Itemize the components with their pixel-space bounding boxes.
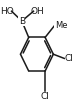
Text: Cl: Cl xyxy=(41,92,50,101)
Text: Cl: Cl xyxy=(65,54,74,63)
Text: OH: OH xyxy=(31,7,44,16)
Text: B: B xyxy=(19,17,25,26)
Text: Me: Me xyxy=(55,21,67,30)
Text: HO: HO xyxy=(1,7,14,16)
